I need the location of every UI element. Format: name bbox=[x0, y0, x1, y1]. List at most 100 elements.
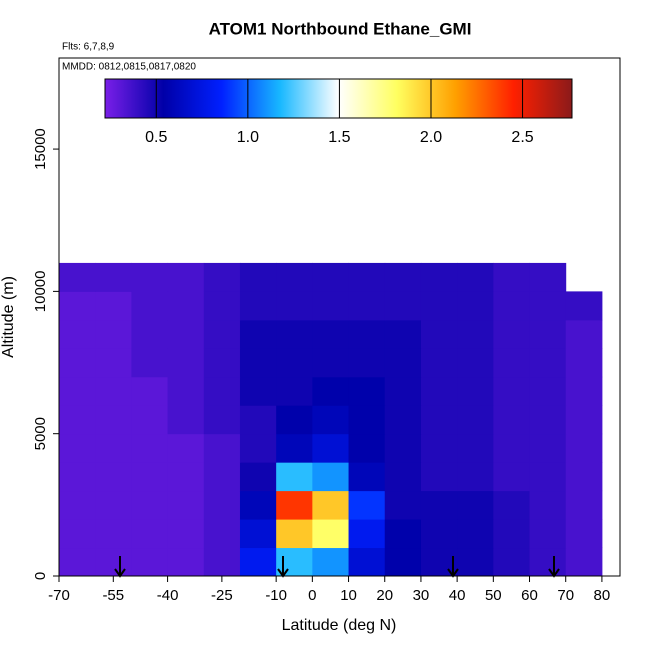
cell bbox=[239, 376, 277, 406]
cell bbox=[529, 490, 567, 520]
cell bbox=[203, 376, 241, 406]
cell bbox=[167, 462, 205, 492]
cell bbox=[203, 262, 241, 292]
cell bbox=[95, 291, 132, 321]
cell bbox=[203, 319, 241, 349]
annotation: MMDD: 0812,0815,0817,0820 bbox=[62, 62, 196, 73]
x-tick-label: 40 bbox=[449, 587, 466, 604]
cell bbox=[420, 405, 458, 435]
y-tick-label: 10000 bbox=[32, 271, 49, 313]
cell bbox=[95, 262, 132, 292]
cell bbox=[276, 348, 313, 378]
cell bbox=[457, 462, 494, 492]
cell bbox=[167, 319, 205, 349]
cell bbox=[493, 262, 531, 292]
cell bbox=[312, 405, 350, 435]
cell bbox=[529, 348, 567, 378]
cell bbox=[59, 547, 96, 577]
cell bbox=[493, 462, 531, 492]
cell bbox=[384, 462, 422, 492]
cell bbox=[420, 291, 458, 321]
cell bbox=[529, 462, 567, 492]
cell bbox=[384, 262, 422, 292]
cell bbox=[348, 319, 386, 349]
cell bbox=[239, 291, 277, 321]
x-tick-label: 60 bbox=[521, 587, 538, 604]
cell bbox=[457, 262, 494, 292]
cell bbox=[167, 262, 205, 292]
cell bbox=[420, 348, 458, 378]
cell bbox=[529, 547, 567, 577]
cell bbox=[348, 376, 386, 406]
cell bbox=[59, 519, 96, 549]
cell bbox=[239, 405, 277, 435]
chart-title: ATOM1 Northbound Ethane_GMI bbox=[209, 19, 472, 38]
cell bbox=[384, 376, 422, 406]
x-tick-label: 50 bbox=[485, 587, 502, 604]
cell bbox=[420, 519, 458, 549]
cell bbox=[59, 262, 96, 292]
arrow bbox=[277, 556, 289, 578]
cell bbox=[312, 433, 350, 463]
cell bbox=[239, 519, 277, 549]
cell bbox=[565, 376, 603, 406]
cell bbox=[203, 519, 241, 549]
cell bbox=[95, 319, 132, 349]
cell bbox=[131, 405, 169, 435]
arrows bbox=[114, 556, 560, 578]
cell bbox=[131, 376, 169, 406]
x-tick-label: -55 bbox=[102, 587, 124, 604]
cell bbox=[457, 490, 494, 520]
cell bbox=[239, 348, 277, 378]
colorbar-tick-label: 2.0 bbox=[420, 129, 442, 146]
cell bbox=[529, 319, 567, 349]
cell bbox=[312, 462, 350, 492]
cell bbox=[95, 519, 132, 549]
cell bbox=[59, 490, 96, 520]
arrow bbox=[447, 556, 459, 578]
cell bbox=[131, 291, 169, 321]
cell bbox=[493, 519, 531, 549]
cell bbox=[457, 547, 494, 577]
cell bbox=[276, 405, 313, 435]
x-tick-label: 70 bbox=[557, 587, 574, 604]
cell bbox=[203, 348, 241, 378]
cell bbox=[493, 547, 531, 577]
colorbar-tick-label: 1.5 bbox=[328, 129, 350, 146]
cell bbox=[457, 433, 494, 463]
cell bbox=[384, 405, 422, 435]
cell bbox=[59, 348, 96, 378]
cell bbox=[59, 319, 96, 349]
cell bbox=[276, 547, 313, 577]
cell bbox=[457, 405, 494, 435]
cell bbox=[167, 348, 205, 378]
cell bbox=[203, 490, 241, 520]
cell bbox=[131, 462, 169, 492]
cell bbox=[565, 348, 603, 378]
plot-frame bbox=[58, 57, 621, 577]
cell bbox=[276, 262, 313, 292]
cell bbox=[131, 519, 169, 549]
cell bbox=[131, 348, 169, 378]
cell bbox=[312, 547, 350, 577]
cell bbox=[493, 433, 531, 463]
cell bbox=[95, 547, 132, 577]
annotation: Flts: 6,7,8,9 bbox=[62, 42, 115, 53]
cell bbox=[420, 547, 458, 577]
cell bbox=[167, 291, 205, 321]
cell bbox=[457, 319, 494, 349]
y-tick-label: 5000 bbox=[32, 417, 49, 450]
cell bbox=[312, 319, 350, 349]
cell bbox=[203, 291, 241, 321]
cell bbox=[203, 547, 241, 577]
cell bbox=[420, 490, 458, 520]
cell bbox=[95, 348, 132, 378]
arrow bbox=[548, 556, 560, 578]
cell bbox=[276, 319, 313, 349]
cell bbox=[203, 405, 241, 435]
cell bbox=[348, 547, 386, 577]
cell bbox=[131, 319, 169, 349]
cell bbox=[457, 519, 494, 549]
